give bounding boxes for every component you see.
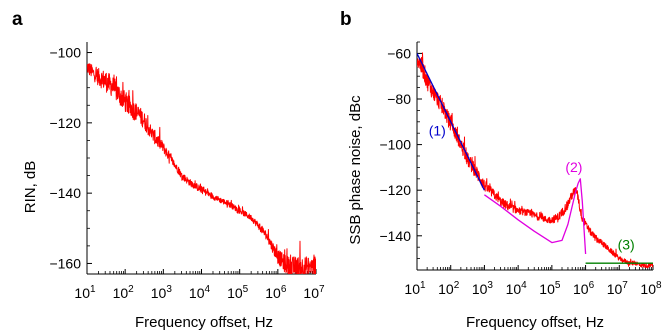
panel-b-y-axis-label: SSB phase noise, dBc	[347, 95, 364, 245]
panel-b-x-axis-label: Frequency offset, Hz	[466, 314, 604, 331]
panel-b-x-tick-label: 106	[573, 280, 595, 297]
panel-b-x-tick-label: 107	[607, 280, 629, 297]
panel-b-x-tick-label: 103	[472, 280, 494, 297]
panel-b-y-tick-label: −80	[387, 91, 411, 107]
panel-a: a RIN, dB Frequency offset, Hz 101 102 103…	[12, 9, 325, 331]
panel-a-x-tick-label: 105	[227, 284, 249, 301]
panel-b-y-tick-label: −60	[387, 45, 411, 61]
panel-a-x-tick-label: 102	[113, 284, 135, 301]
panel-a-y-tick-label: −100	[49, 45, 81, 61]
panel-a-label: a	[12, 9, 23, 30]
panel-b-series-line-1	[417, 53, 485, 191]
panel-a-y-tick-label: −160	[49, 255, 81, 271]
panel-b-series-line-2	[484, 178, 587, 255]
panel-b-y-tick-label: −120	[379, 182, 411, 198]
panel-a-x-axis-label: Frequency offset, Hz	[135, 314, 273, 331]
panel-b-label: b	[340, 9, 352, 30]
panel-b: b SSB phase noise, dBc Frequency offset,…	[340, 9, 662, 331]
panel-b-x-tick-label: 101	[404, 280, 426, 297]
panel-b-annotation-1: (2)	[565, 159, 582, 175]
panel-b-y-tick-label: −140	[379, 228, 411, 244]
panel-a-y-tick-label: −120	[49, 115, 81, 131]
panel-a-x-tick-label: 104	[189, 284, 211, 301]
panel-b-annotation-2: (3)	[618, 236, 635, 252]
panel-a-x-tick-label: 101	[74, 284, 96, 301]
panel-b-y-tick-label: −100	[379, 137, 411, 153]
panel-a-series-line-0	[87, 63, 316, 274]
panel-b-series-line-0	[417, 52, 653, 269]
panel-b-x-tick-label: 108	[640, 280, 662, 297]
panel-b-x-tick-label: 102	[438, 280, 460, 297]
panel-a-y-axis-label: RIN, dB	[22, 161, 39, 214]
panel-a-y-tick-label: −140	[49, 185, 81, 201]
panel-a-x-tick-label: 106	[265, 284, 287, 301]
panel-b-x-tick-label: 105	[539, 280, 561, 297]
panel-b-x-tick-label: 104	[506, 280, 528, 297]
panel-a-x-tick-label: 103	[151, 284, 173, 301]
panel-b-annotation-0: (1)	[429, 122, 446, 138]
panel-a-x-tick-label: 107	[303, 284, 325, 301]
